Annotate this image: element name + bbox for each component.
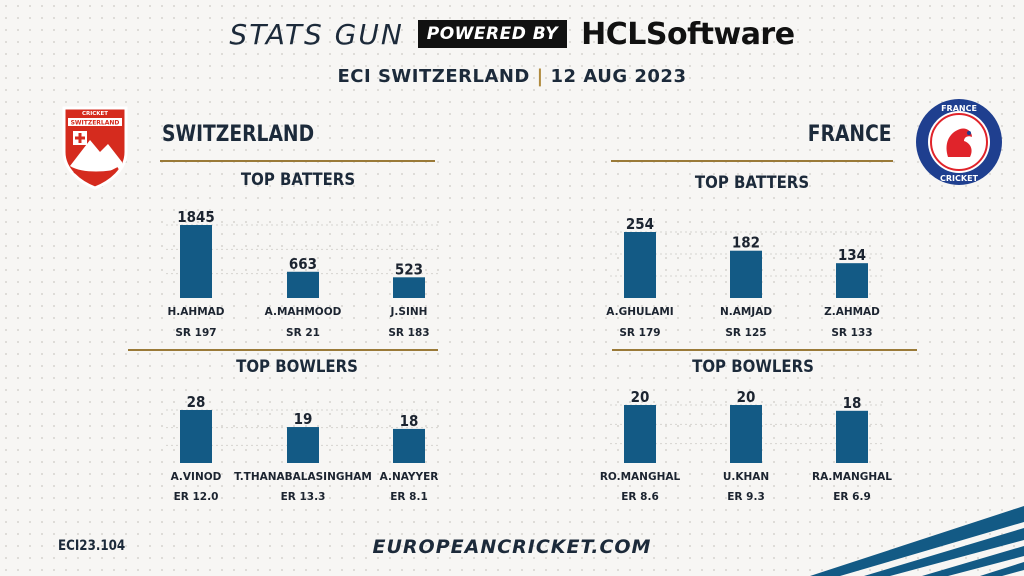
switzerland-mid-rule <box>128 349 438 351</box>
swi-batters-player-name: H.AHMAD <box>168 306 225 318</box>
fra-bowlers-player-stat: ER 9.3 <box>727 491 765 503</box>
fra-bowlers-bar <box>730 405 762 463</box>
swi-bowlers-player-name: A.NAYYER <box>380 471 439 483</box>
swi-bowlers-bar <box>180 410 212 463</box>
fra-batters-bar <box>730 250 762 298</box>
france-mid-rule <box>612 349 917 351</box>
fra-batters-bar <box>624 232 656 298</box>
swiss-logo-text-top: CRICKET <box>82 111 108 117</box>
swi-bowlers-bar <box>393 428 425 463</box>
match-date: 12 AUG 2023 <box>550 66 687 87</box>
swi-bowlers-value-label: 18 <box>400 412 419 430</box>
swi-batters-value-label: 523 <box>395 260 423 278</box>
fra-bowlers-value-label: 18 <box>843 394 862 412</box>
swi-batters-value-label: 663 <box>289 255 317 273</box>
switzerland-bowlers-title: TOP BOWLERS <box>236 357 358 377</box>
fra-bowlers-bar <box>836 410 868 463</box>
fra-batters-player-stat: SR 133 <box>831 327 872 339</box>
swi-bowlers-bar <box>287 427 319 463</box>
powered-by-badge: POWERED BY <box>417 20 568 48</box>
team-name-switzerland: SWITZERLAND <box>162 122 315 147</box>
sponsor-logo: HCLSoftware <box>581 16 795 52</box>
france-heading-rule <box>611 160 893 162</box>
switzerland-heading-rule <box>160 160 435 162</box>
fra-batters-player-name: N.AMJAD <box>720 306 772 318</box>
france-cricket-logo: FRANCE CRICKET <box>916 99 1002 185</box>
fra-bowlers-player-stat: ER 8.6 <box>621 491 659 503</box>
title-separator: | <box>536 66 544 87</box>
fra-bowlers-player-name: RA.MANGHAL <box>812 471 892 483</box>
event-name: ECI SWITZERLAND <box>337 66 530 87</box>
match-title: ECI SWITZERLAND | 12 AUG 2023 <box>0 66 1024 87</box>
fra-bowlers-player-name: RO.MANGHAL <box>600 471 681 483</box>
swi-batters-bar <box>287 271 319 298</box>
fra-batters-bar <box>836 263 868 298</box>
fra-batters-player-name: Z.AHMAD <box>824 306 880 318</box>
swi-batters-player-name: J.SINH <box>390 306 428 318</box>
fra-bowlers-value-label: 20 <box>631 388 650 406</box>
swi-bowlers-player-stat: ER 13.3 <box>281 491 326 503</box>
fra-batters-player-stat: SR 125 <box>725 327 766 339</box>
swi-batters-bar <box>393 277 425 298</box>
swi-bowlers-player-stat: ER 8.1 <box>390 491 428 503</box>
swi-bowlers-value-label: 28 <box>187 393 206 411</box>
brand-row: STATS GUN POWERED BY HCLSoftware <box>0 14 1024 54</box>
swi-bowlers-player-name: T.THANABALASINGHAM <box>234 471 372 483</box>
fra-bowlers-player-name: U.KHAN <box>723 471 769 483</box>
fra-batters-value-label: 134 <box>838 246 866 264</box>
website-link[interactable]: EUROPEANCRICKET.COM <box>372 536 652 558</box>
switzerland-cricket-logo: CRICKET SWITZERLAND <box>62 106 128 190</box>
swi-batters-player-name: A.MAHMOOD <box>265 306 342 318</box>
swiss-logo-text-main: SWITZERLAND <box>71 120 120 127</box>
fra-bowlers-value-label: 20 <box>737 388 756 406</box>
swi-bowlers-value-label: 19 <box>294 410 313 428</box>
france-bowlers-title: TOP BOWLERS <box>692 357 814 377</box>
swi-bowlers-player-stat: ER 12.0 <box>174 491 219 503</box>
graphic-code: ECI23.104 <box>58 538 126 554</box>
fra-bowlers-player-stat: ER 6.9 <box>833 491 871 503</box>
swi-batters-bar <box>180 225 212 298</box>
france-logo-text-top: FRANCE <box>941 104 977 113</box>
fra-bowlers-bar <box>624 405 656 463</box>
swi-batters-player-stat: SR 197 <box>175 327 216 339</box>
france-batters-title: TOP BATTERS <box>694 173 810 193</box>
swi-batters-player-stat: SR 21 <box>286 327 320 339</box>
fra-batters-player-name: A.GHULAMI <box>606 306 673 318</box>
fra-batters-player-stat: SR 179 <box>619 327 660 339</box>
swi-bowlers-player-name: A.VINOD <box>171 471 222 483</box>
stats-gun-logo: STATS GUN <box>229 17 404 51</box>
fra-batters-value-label: 254 <box>626 215 654 233</box>
fra-batters-value-label: 182 <box>732 234 760 252</box>
corner-stripes-decoration <box>810 506 1024 576</box>
swi-batters-value-label: 1845 <box>177 208 215 226</box>
france-logo-text-bottom: CRICKET <box>940 174 979 183</box>
swi-batters-player-stat: SR 183 <box>388 327 429 339</box>
team-name-france: FRANCE <box>808 122 892 147</box>
switzerland-batters-title: TOP BATTERS <box>240 170 356 190</box>
